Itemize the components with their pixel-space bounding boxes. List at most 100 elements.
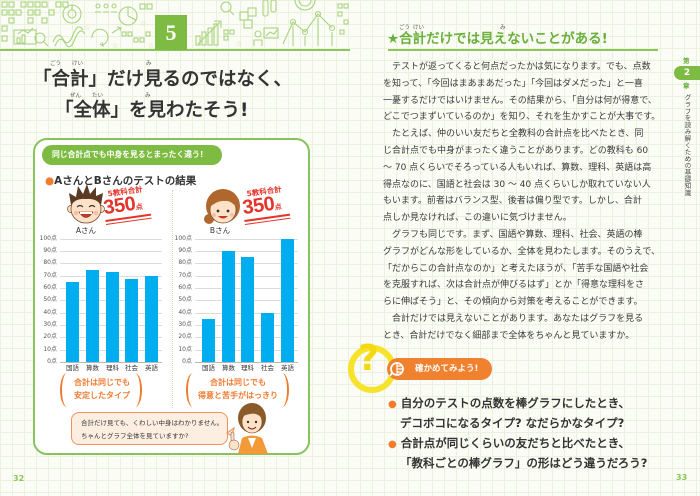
category-label: 社会: [125, 363, 138, 372]
total-unit: 点: [274, 202, 283, 212]
caption-line: 得意と苦手がはっきり: [198, 391, 278, 400]
body-line: 得点なのに、国語と社会は 30 〜 40 点くらいしか取れていない人: [383, 179, 651, 190]
y-tick-label: 40点: [43, 308, 57, 316]
y-tick-label: 10点: [178, 345, 192, 353]
body-line: グラフも同じです。まず、国語や算数、理科、社会、英語の棒: [392, 230, 643, 240]
teacher-figure: [220, 398, 276, 454]
bullet-dot-icon: ●: [388, 439, 397, 450]
infographic-pattern-icon: ☆ ☆ ☆ ☆ ☆: [1, 0, 349, 50]
svg-text:☆: ☆: [236, 40, 242, 48]
section-number-badge: 5: [155, 15, 187, 50]
gridline: [60, 251, 162, 253]
body-line: 一憂するだけではいけません。その結果から、「自分は何が得意で、: [383, 95, 657, 106]
y-tick-label: 70点: [43, 271, 57, 279]
y-tick-label: 30点: [43, 321, 57, 329]
body-line: どこでつまずいているのか」を知り、それを生かすことが大事です。: [383, 112, 661, 123]
y-tick-label: 0点: [182, 357, 192, 365]
title-ruby: たい: [92, 93, 104, 99]
check-item-2: ● 合計点が同じくらいの友だちと比べたとき、: [388, 436, 630, 452]
example-banner: 同じ合計点でも中身を見るとまったく違う!: [42, 145, 222, 165]
chapter-badge: 2: [674, 66, 700, 80]
y-tick-label: 20点: [178, 333, 192, 341]
bar-sansu: [222, 251, 235, 362]
heading-ruby: ごう: [399, 25, 411, 31]
gridline: [195, 238, 298, 240]
speech-line: ちゃんとグラフ全体を見ていますか?: [81, 432, 189, 440]
girl-face-icon: [204, 189, 240, 224]
svg-text:☆: ☆: [140, 20, 146, 28]
bar-shakai: [125, 279, 138, 362]
side-tab-prefix: 第: [683, 57, 690, 65]
caption-paren-right: [128, 373, 142, 407]
body-line: 点しか見なければ、この違いに気づけません。: [383, 213, 572, 224]
category-label: 国語: [202, 363, 215, 372]
page-title-line2: 「全体」を見わたそう!: [55, 100, 249, 121]
example-heading: ●AさんとBさんのテストの結果: [45, 174, 196, 188]
chart-b-caption: 合計は同じでも 得意と苦手がはっきり: [193, 376, 283, 402]
y-tick-label: 90点: [43, 247, 57, 255]
body-line: を克服すれば、次は合計点が伸びるはず」とか「得意な理科をさ: [383, 280, 645, 291]
check-item-2-cont: 「教科ごとの棒グラフ」の形はどう違うだろう?: [400, 456, 648, 470]
speech-line: 合計だけ見ても、くわしい中身はわかりません。: [81, 419, 224, 427]
y-tick-label: 40点: [178, 308, 192, 316]
student-a-total: 5教科合計 350点: [101, 184, 152, 225]
body-line: とき、合計だけでなく細部まで全体をちゃんと見ていますか。: [383, 330, 635, 341]
y-tick-label: 90点: [178, 247, 192, 255]
y-tick-label: 80点: [43, 259, 57, 267]
y-tick-label: 30点: [178, 321, 192, 329]
section-heading: ★合計だけでは見えないことがある!: [387, 31, 608, 47]
svg-text:☆: ☆: [84, 24, 90, 32]
side-tab-suffix: 章: [683, 82, 690, 90]
gridline: [60, 238, 162, 240]
title-ruby: ごう: [50, 61, 62, 67]
bullet-dot-icon: ●: [388, 399, 397, 410]
student-b-total: 5教科合計 350点: [240, 184, 291, 225]
x-axis: [195, 361, 298, 363]
caption-paren-left: [186, 373, 200, 407]
bullet-dot-icon: ●: [45, 175, 55, 187]
student-a-avatar: [66, 184, 106, 226]
category-label: 英語: [145, 363, 158, 372]
header-decoration: ☆ ☆ ☆ ☆ ☆: [0, 0, 352, 52]
category-label: 国語: [66, 363, 79, 372]
title-ruby: ぜん: [70, 93, 82, 99]
category-label: 理科: [241, 363, 254, 372]
y-tick-label: 70点: [178, 271, 192, 279]
caption-line: 安定したタイプ: [74, 391, 130, 400]
example-heading-text: AさんとBさんのテストの結果: [54, 175, 197, 187]
chapter-title: グラフを読み解くための基礎知識: [683, 94, 691, 196]
chart-a-caption: 合計は同じでも 安定したタイプ: [62, 376, 142, 402]
chart-b: 100点 90点 80点 70点 60点 50点 40点 30点 20点 10点…: [175, 235, 298, 372]
student-a-name: Aさん: [75, 226, 97, 235]
category-label: 算数: [86, 363, 99, 372]
chart-divider: [172, 190, 173, 408]
y-tick-label: 0点: [47, 357, 57, 365]
bar-shakai: [261, 312, 274, 362]
bar-kokugo: [202, 318, 215, 362]
body-line: 「だからこの合計点なのか」と考えたほうが、「苦手な国語や社会: [383, 263, 649, 274]
svg-text:☆: ☆: [112, 42, 118, 50]
y-tick-label: 100点: [39, 234, 57, 242]
body-line: グラフがどんな形をしているか、全体を見わたします。そのうえで、: [383, 246, 661, 257]
body-line: 合計だけでは見えないことがあります。あなたはグラフを見る: [392, 314, 644, 324]
bar-kokugo: [66, 281, 79, 362]
title-ruby: み: [145, 93, 151, 99]
page-number-right: 33: [676, 473, 688, 482]
teacher-speech-bubble: 合計だけ見ても、くわしい中身はわかりません。 ちゃんとグラフ全体を見ていますか?: [71, 412, 228, 445]
category-label: 算数: [222, 363, 235, 372]
question-mark-icon: ?: [358, 338, 379, 379]
check-item-1-cont: デコボコになるタイプ? なだらかなタイプ?: [400, 416, 625, 430]
category-label: 英語: [281, 363, 294, 372]
teacher-pointing-icon: [225, 403, 268, 454]
category-label: 社会: [261, 363, 274, 372]
heading-ruby: み: [500, 25, 506, 31]
heading-ruby: けい: [413, 25, 425, 31]
y-tick-label: 10点: [43, 345, 57, 353]
body-line: 〜 70 点くらいでそろっている人もいれば、算数、理科、英語は高: [383, 162, 652, 173]
y-tick-label: 60点: [178, 284, 192, 292]
caption-paren-left: [60, 373, 74, 407]
caption-paren-right: [275, 373, 289, 407]
caption-line: 合計は同じでも: [74, 378, 130, 387]
check-item-text: 合計点が同じくらいの友だちと比べたとき、: [400, 436, 630, 450]
